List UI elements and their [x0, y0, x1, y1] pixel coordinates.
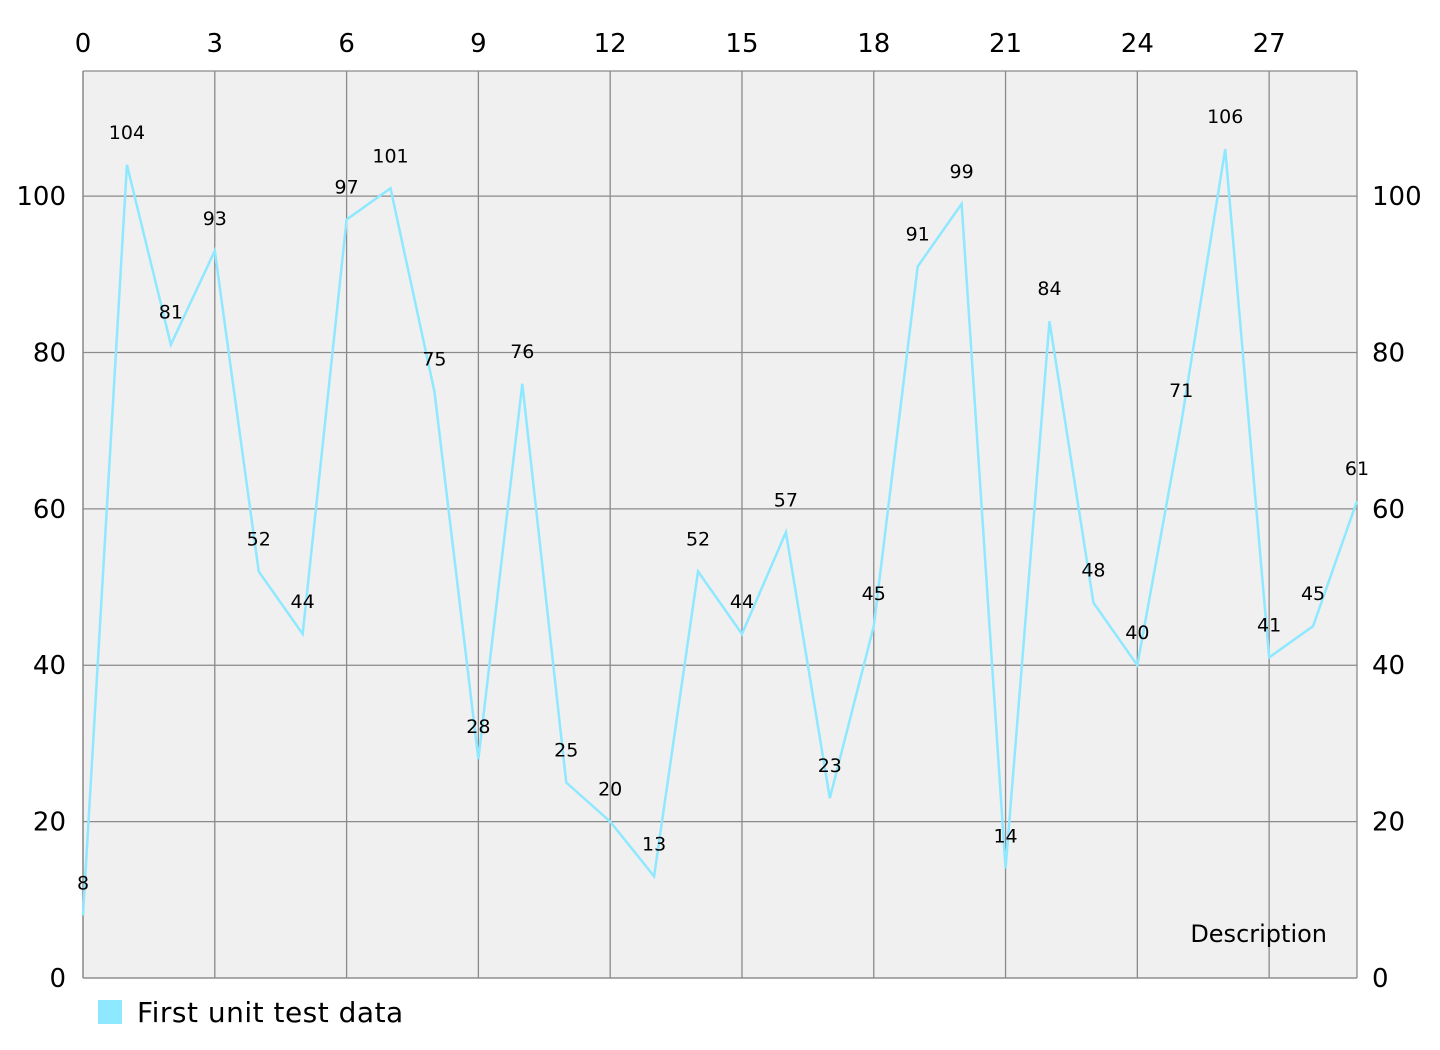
y-tick-label-right: 0	[1372, 964, 1389, 994]
legend-swatch	[98, 1000, 122, 1024]
data-label: 52	[686, 528, 710, 550]
x-tick-label: 24	[1121, 29, 1154, 59]
y-axis-right-ticks: 0 20 40 60 80 100	[1372, 182, 1422, 994]
data-label: 45	[862, 583, 886, 605]
data-label: 52	[247, 528, 271, 550]
x-tick-label: 0	[75, 29, 92, 59]
y-tick-label-left: 0	[49, 964, 66, 994]
y-tick-label-left: 100	[16, 182, 66, 212]
data-label: 48	[1081, 560, 1105, 582]
y-tick-label-right: 80	[1372, 338, 1405, 368]
data-label: 91	[906, 223, 930, 245]
x-tick-label: 3	[207, 29, 224, 59]
y-tick-label-right: 20	[1372, 808, 1405, 838]
x-tick-label: 18	[857, 29, 890, 59]
x-tick-label: 27	[1253, 29, 1286, 59]
x-tick-label: 12	[594, 29, 627, 59]
y-tick-label-left: 40	[33, 651, 66, 681]
data-label: 57	[774, 489, 798, 511]
data-label: 41	[1257, 614, 1281, 636]
data-label: 25	[554, 740, 578, 762]
data-label: 20	[598, 779, 622, 801]
legend: First unit test data	[98, 995, 404, 1029]
data-label: 8	[77, 872, 89, 894]
grid-lines	[82, 70, 1358, 979]
data-label: 101	[372, 145, 408, 167]
data-label: 13	[642, 833, 666, 855]
y-tick-label-right: 40	[1372, 651, 1405, 681]
data-labels: 8 104 81 93 52 44 97 101 75 28 76 25 20 13 52 44 57 23 45 9…	[77, 106, 1369, 894]
data-label: 99	[950, 161, 974, 183]
data-label: 81	[159, 302, 183, 324]
data-label: 97	[334, 177, 358, 199]
data-label: 45	[1301, 583, 1325, 605]
y-tick-label-left: 80	[33, 338, 66, 368]
x-tick-label: 21	[989, 29, 1022, 59]
legend-label: First unit test data	[137, 995, 404, 1029]
data-label: 40	[1125, 622, 1149, 644]
y-tick-label-right: 100	[1372, 182, 1422, 212]
x-tick-label: 15	[725, 29, 758, 59]
data-label: 28	[466, 716, 490, 738]
data-label: 75	[422, 349, 446, 371]
data-label: 93	[203, 208, 227, 230]
series-line	[81, 148, 1359, 916]
data-label: 14	[993, 826, 1017, 848]
data-label: 84	[1037, 278, 1061, 300]
chart-description: Description	[1190, 920, 1327, 948]
y-tick-label-left: 20	[33, 808, 66, 838]
data-label: 71	[1169, 380, 1193, 402]
x-tick-label: 9	[470, 29, 487, 59]
data-label: 44	[730, 591, 754, 613]
data-label: 106	[1207, 106, 1243, 128]
data-label: 61	[1345, 458, 1369, 480]
y-axis-left-ticks: 0 20 40 60 80 100	[16, 182, 66, 994]
plot-area	[83, 71, 1357, 978]
data-label: 23	[818, 755, 842, 777]
series-layer	[81, 148, 1359, 916]
data-label: 76	[510, 341, 534, 363]
data-label: 104	[109, 122, 145, 144]
x-tick-label: 6	[338, 29, 355, 59]
data-label: 44	[291, 591, 315, 613]
y-tick-label-right: 60	[1372, 495, 1405, 525]
y-tick-label-left: 60	[33, 495, 66, 525]
x-axis-ticks: 0 3 6 9 12 15 18 21 24 27	[75, 29, 1286, 59]
